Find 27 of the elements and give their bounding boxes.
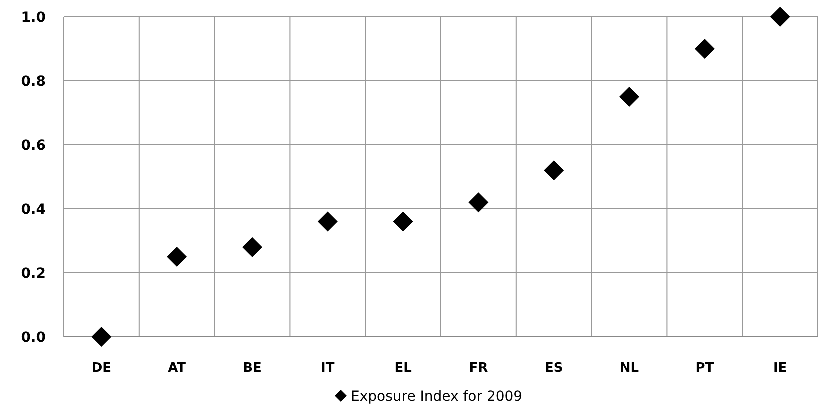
y-tick-label: 0.0 [21,330,46,346]
point [318,212,338,232]
x-tick-label: BE [243,361,262,376]
x-tick-label: FR [469,361,488,376]
y-tick-label: 1.0 [21,10,46,26]
legend-label: Exposure Index for 2009 [351,389,523,405]
point [468,192,489,213]
point [92,327,112,347]
point [242,237,262,258]
y-tick-label: 0.4 [21,202,46,218]
x-tick-label: IT [321,361,335,376]
x-tick-label: IE [773,361,788,376]
x-tick-label: DE [92,361,112,376]
point [393,212,414,232]
x-tick-label: ES [544,361,564,376]
point [770,7,790,27]
point [694,39,715,59]
y-tick-label: 0.2 [21,266,46,282]
point [620,87,640,107]
x-tick-label: EL [394,361,412,376]
x-tick-label: AT [168,361,186,376]
y-tick-label: 0.6 [21,138,46,154]
point [167,247,188,267]
point [544,160,564,181]
x-tick-label: PT [696,361,714,376]
x-tick-label: NL [620,361,640,376]
y-tick-label: 0.8 [21,74,46,90]
